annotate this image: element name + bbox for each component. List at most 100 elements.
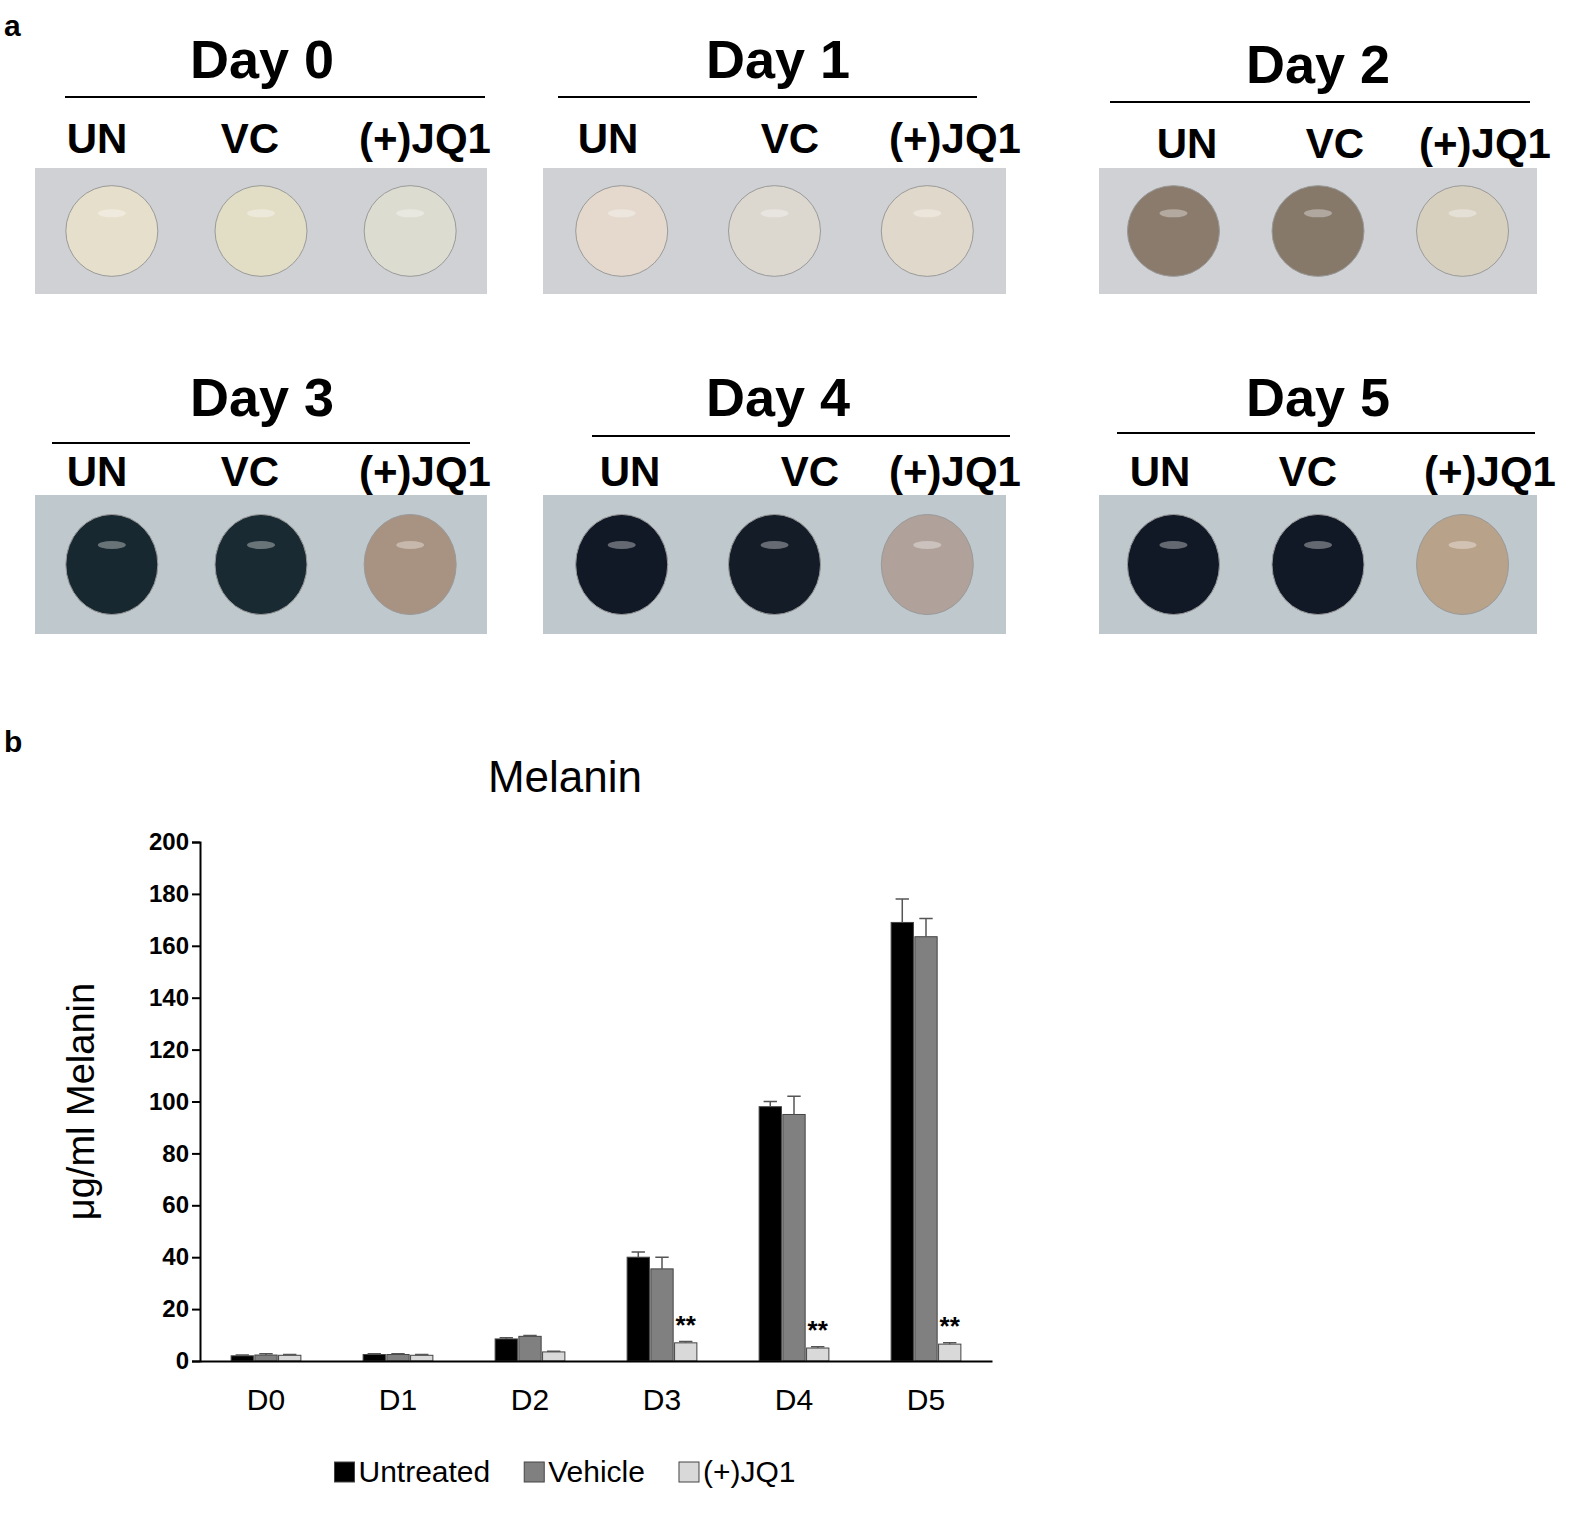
error-bar <box>896 899 909 922</box>
y-tick: 40 <box>162 1243 200 1270</box>
pellet-highlight <box>1449 541 1477 549</box>
y-tick-label: 140 <box>149 984 189 1011</box>
title-rule <box>65 96 485 98</box>
pellet-highlight <box>761 209 789 217</box>
bar <box>363 1355 385 1361</box>
legend: UntreatedVehicle(+)JQ1 <box>334 1455 795 1488</box>
cell-pellet <box>729 186 821 277</box>
day-title: Day 1 <box>706 29 850 89</box>
cell-pellet <box>576 514 668 614</box>
cell-pellet <box>1127 514 1219 614</box>
bar <box>519 1336 541 1361</box>
legend-item: (+)JQ1 <box>679 1455 796 1488</box>
bar <box>891 922 913 1361</box>
x-tick: D1 <box>379 1361 417 1416</box>
bar <box>231 1356 253 1361</box>
cell-pellet <box>1417 514 1509 614</box>
pellet-highlight <box>1304 541 1332 549</box>
x-axis-line <box>201 1361 993 1363</box>
cell-pellet <box>215 186 307 277</box>
lane-label: UN <box>578 115 639 162</box>
chart-title: Melanin <box>488 752 642 801</box>
title-rule <box>52 442 470 444</box>
bar <box>783 1114 805 1361</box>
title-rule <box>1117 432 1535 434</box>
error-bar <box>943 1343 956 1344</box>
bar <box>759 1107 781 1361</box>
day-title: Day 2 <box>1246 34 1390 94</box>
y-tick-label: 20 <box>162 1295 189 1322</box>
error-bar <box>259 1354 272 1355</box>
day-title: Day 4 <box>706 367 850 427</box>
legend-item: Vehicle <box>524 1455 645 1488</box>
y-tick-mark <box>192 1361 200 1363</box>
y-tick-label: 120 <box>149 1036 189 1063</box>
y-tick: 0 <box>176 1347 200 1374</box>
y-tick-label: 180 <box>149 880 189 907</box>
photo-background <box>35 495 487 634</box>
y-tick: 60 <box>162 1191 200 1218</box>
error-bar <box>368 1353 381 1355</box>
title-rule <box>558 96 977 98</box>
lane-label: UN <box>1157 120 1218 167</box>
bar <box>495 1339 517 1361</box>
pellet-highlight <box>608 209 636 217</box>
pellet-highlight <box>98 209 126 217</box>
x-tick: D4 <box>775 1361 813 1416</box>
y-tick-mark <box>192 1101 200 1103</box>
lane-label: UN <box>600 448 661 495</box>
x-tick-label: D2 <box>511 1383 549 1416</box>
y-tick-mark <box>192 893 200 895</box>
cell-pellet <box>215 514 307 614</box>
x-tick: D2 <box>511 1361 549 1416</box>
error-bar <box>632 1252 645 1257</box>
bar <box>675 1343 697 1361</box>
photo-background <box>1099 168 1537 294</box>
legend-label: Vehicle <box>548 1455 645 1488</box>
panel-label: a <box>4 9 21 42</box>
day-panel: Day 0UNVC(+)JQ1 <box>35 29 491 294</box>
lane-label: (+)JQ1 <box>889 115 1021 162</box>
bar <box>651 1269 673 1361</box>
bar <box>543 1352 565 1361</box>
error-bar <box>391 1353 404 1355</box>
x-tick: D5 <box>907 1361 945 1416</box>
pellet-highlight <box>913 209 941 217</box>
pellet-highlight <box>1159 541 1187 549</box>
x-tick: D3 <box>643 1361 681 1416</box>
cell-pellet <box>729 514 821 614</box>
y-tick-label: 0 <box>176 1347 189 1374</box>
cell-pellet <box>364 186 456 277</box>
lane-label: (+)JQ1 <box>359 448 491 495</box>
y-axis-title: μg/ml Melanin <box>60 983 102 1220</box>
pellet-highlight <box>396 209 424 217</box>
cell-pellet <box>66 514 158 614</box>
cell-pellet <box>881 514 973 614</box>
lane-label: VC <box>1279 448 1337 495</box>
error-bar <box>919 919 932 937</box>
error-bar <box>500 1338 513 1339</box>
error-bar <box>547 1350 560 1352</box>
title-rule <box>592 435 1010 437</box>
significance-label: ** <box>940 1311 961 1341</box>
lane-label: VC <box>1306 120 1364 167</box>
lane-label: VC <box>761 115 819 162</box>
error-bar <box>523 1335 536 1337</box>
pellet-highlight <box>761 541 789 549</box>
photo-background <box>35 168 487 294</box>
lane-label: (+)JQ1 <box>359 115 491 162</box>
bar <box>627 1257 649 1361</box>
pellet-highlight <box>247 541 275 549</box>
x-tick-label: D1 <box>379 1383 417 1416</box>
y-tick: 100 <box>149 1088 200 1115</box>
error-bar <box>811 1347 824 1348</box>
photo-background <box>543 168 1006 294</box>
x-tick-label: D0 <box>247 1383 285 1416</box>
pellet-highlight <box>396 541 424 549</box>
pellet-highlight <box>1449 209 1477 217</box>
y-tick-mark <box>192 842 200 844</box>
bar <box>387 1355 409 1361</box>
cell-pellet <box>1272 514 1364 614</box>
figure: a Day 0UNVC(+)JQ1 Day 1 UN VC (+)JQ1 Day 2 UN VC… <box>0 0 1594 1520</box>
cell-pellet <box>881 186 973 277</box>
